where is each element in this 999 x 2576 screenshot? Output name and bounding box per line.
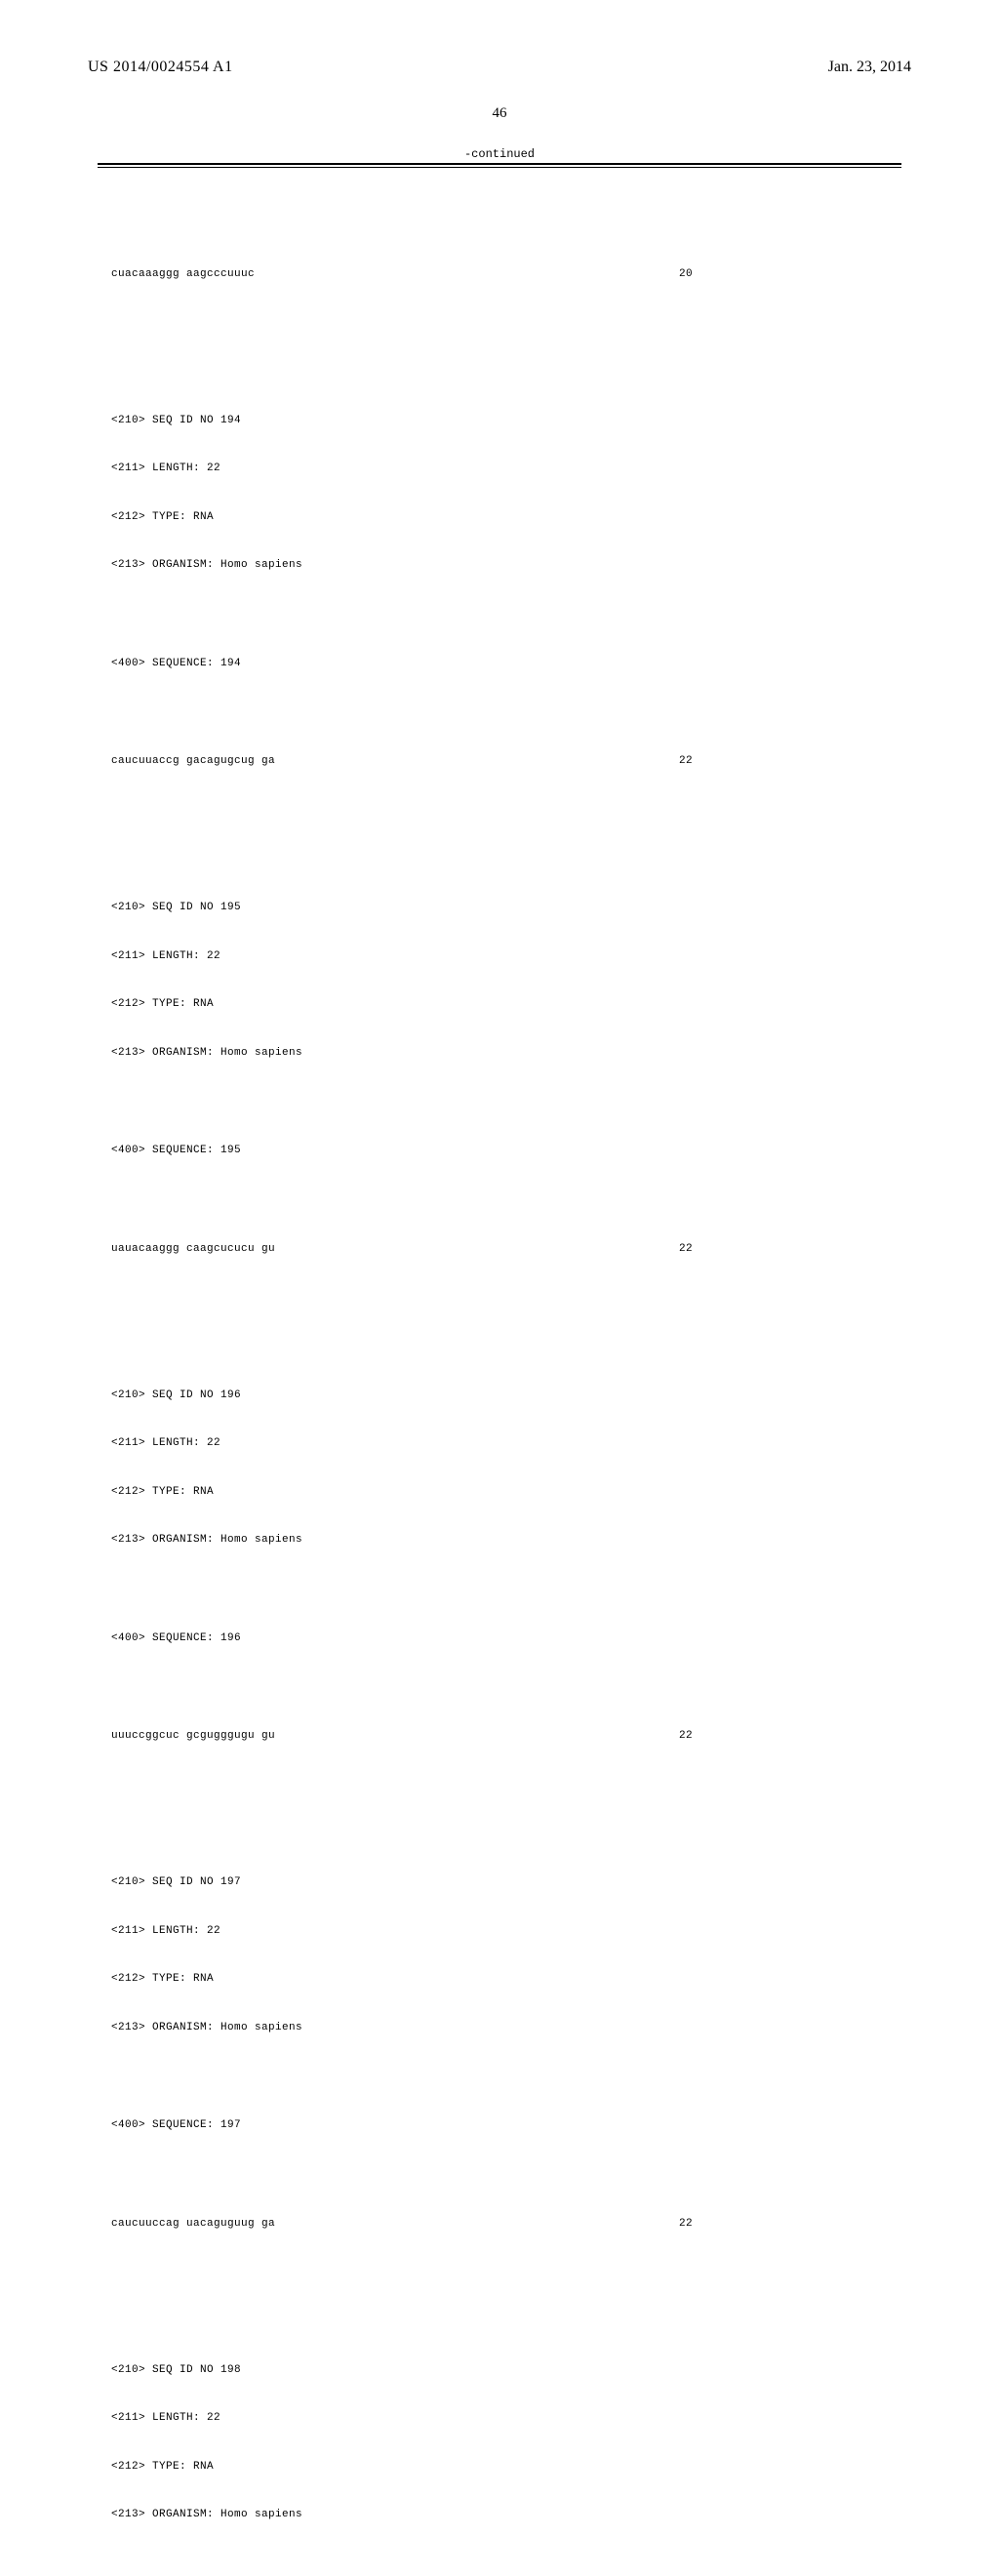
seq-header-block: <210> SEQ ID NO 196 <211> LENGTH: 22 <21…	[111, 1355, 888, 1581]
seq-hdr-line: <210> SEQ ID NO 194	[111, 413, 888, 429]
seq-row: cuacaaaggg aagcccuuuc 20	[111, 234, 888, 315]
seq-hdr-line: <211> LENGTH: 22	[111, 1435, 888, 1452]
seq-hdr-line: <212> TYPE: RNA	[111, 1971, 888, 1988]
seq-hdr-line: <211> LENGTH: 22	[111, 461, 888, 477]
seq-header-block: <210> SEQ ID NO 195 <211> LENGTH: 22 <21…	[111, 867, 888, 1093]
sequence-length-num: 22	[679, 753, 888, 770]
seq-400-line: <400> SEQUENCE: 197	[111, 2117, 888, 2134]
seq-row: uauacaaggg caagcucucu gu 22	[111, 1209, 888, 1290]
seq-hdr-line: <210> SEQ ID NO 196	[111, 1388, 888, 1404]
seq-hdr-line: <210> SEQ ID NO 198	[111, 2362, 888, 2379]
sequence-text: caucuuccag uacaguguug ga	[111, 2216, 275, 2233]
seq-hdr-line: <210> SEQ ID NO 195	[111, 900, 888, 916]
seq-hdr-line: <213> ORGANISM: Homo sapiens	[111, 557, 888, 574]
rule-top	[98, 163, 901, 165]
sequence-text: uauacaaggg caagcucucu gu	[111, 1241, 275, 1258]
sequence-length-num: 22	[679, 2216, 888, 2233]
publication-date: Jan. 23, 2014	[828, 59, 911, 76]
sequence-length-num: 20	[679, 266, 888, 283]
publication-number: US 2014/0024554 A1	[88, 59, 233, 76]
seq-hdr-line: <212> TYPE: RNA	[111, 509, 888, 526]
seq-hdr-line: <211> LENGTH: 22	[111, 948, 888, 965]
patent-page: US 2014/0024554 A1 Jan. 23, 2014 46 -con…	[0, 0, 999, 1288]
seq-hdr-line: <211> LENGTH: 22	[111, 2410, 888, 2427]
sequence-text: caucuuaccg gacagugcug ga	[111, 753, 275, 770]
seq-hdr-line: <213> ORGANISM: Homo sapiens	[111, 2507, 888, 2523]
seq-hdr-line: <213> ORGANISM: Homo sapiens	[111, 1532, 888, 1549]
seq-hdr-line: <212> TYPE: RNA	[111, 1484, 888, 1501]
sequence-listing: cuacaaaggg aagcccuuuc 20 <210> SEQ ID NO…	[88, 185, 911, 2576]
seq-hdr-line: <210> SEQ ID NO 197	[111, 1874, 888, 1891]
sequence-length-num: 22	[679, 1241, 888, 1258]
seq-header-block: <210> SEQ ID NO 197 <211> LENGTH: 22 <21…	[111, 1842, 888, 2068]
seq-row: caucuuaccg gacagugcug ga 22	[111, 721, 888, 802]
continued-label: -continued	[88, 147, 911, 161]
seq-400-line: <400> SEQUENCE: 196	[111, 1630, 888, 1647]
seq-row: uuuccggcuc gcgugggugu gu 22	[111, 1696, 888, 1777]
seq-hdr-line: <211> LENGTH: 22	[111, 1923, 888, 1940]
seq-400-line: <400> SEQUENCE: 195	[111, 1143, 888, 1159]
rule-thin	[98, 167, 901, 168]
seq-header-block: <210> SEQ ID NO 198 <211> LENGTH: 22 <21…	[111, 2330, 888, 2556]
seq-400-line: <400> SEQUENCE: 194	[111, 656, 888, 672]
seq-header-block: <210> SEQ ID NO 194 <211> LENGTH: 22 <21…	[111, 381, 888, 606]
page-number: 46	[88, 105, 911, 122]
seq-hdr-line: <212> TYPE: RNA	[111, 996, 888, 1013]
sequence-text: uuuccggcuc gcgugggugu gu	[111, 1728, 275, 1745]
seq-hdr-line: <213> ORGANISM: Homo sapiens	[111, 1045, 888, 1062]
page-header: US 2014/0024554 A1 Jan. 23, 2014	[88, 59, 911, 76]
sequence-text: cuacaaaggg aagcccuuuc	[111, 266, 255, 283]
seq-hdr-line: <213> ORGANISM: Homo sapiens	[111, 2020, 888, 2036]
seq-hdr-line: <212> TYPE: RNA	[111, 2459, 888, 2475]
seq-row: caucuuccag uacaguguug ga 22	[111, 2184, 888, 2265]
sequence-length-num: 22	[679, 1728, 888, 1745]
